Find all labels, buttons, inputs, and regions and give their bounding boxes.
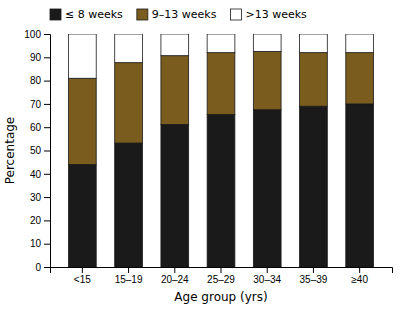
x-tick-label: ≥40 [351,274,368,285]
bar [253,51,281,109]
y-tick-label: 60 [30,122,42,133]
x-tick-label: 25–29 [207,274,235,285]
bar [161,124,189,267]
y-tick: 50 [30,145,50,156]
legend-swatch [230,9,241,20]
bar [115,34,143,63]
y-tick-mark [44,174,50,175]
y-tick-mark [44,57,50,58]
bar [161,34,189,56]
legend-label: >13 weeks [245,8,307,21]
bars [68,34,373,267]
bar [68,164,96,267]
plot: <15 15–19 20–24 25–29 30–34 35–39 ≥40 0 10 20 30 40… [24,29,392,285]
x-tick-mark [267,267,268,273]
y-axis: 0 10 20 30 40 50 60 70 80 90 100 [24,29,50,273]
x-tick: 25–29 [207,267,235,285]
legend-item: 9–13 weeks [137,8,217,21]
bar [207,53,235,115]
y-tick-mark [44,151,50,152]
y-tick-label: 20 [30,215,42,226]
x-axis: <15 15–19 20–24 25–29 30–34 35–39 ≥40 [51,267,393,285]
y-tick-mark [44,267,50,268]
bar [68,78,96,164]
y-tick-label: 50 [30,145,42,156]
bar [115,63,143,143]
legend: ≤ 8 weeks 9–13 weeks >13 weeks [50,8,307,21]
x-tick-label: <15 [74,274,91,285]
x-tick: ≥40 [351,267,368,285]
legend-swatch [137,9,148,20]
x-tick: <15 [74,267,91,285]
bar [346,53,374,104]
y-tick: 70 [30,99,50,110]
bar-series [68,51,373,164]
x-tick-mark [128,267,129,273]
y-tick-mark [44,127,50,128]
x-tick: 15–19 [115,267,143,285]
x-tick-label: 15–19 [115,274,143,285]
bar [300,106,328,267]
x-tick-label: 30–34 [253,274,281,285]
y-axis-line [44,35,51,268]
y-axis-title: Percentage [3,117,17,185]
y-tick: 20 [30,215,50,226]
legend-label: 9–13 weeks [152,8,217,21]
y-tick: 100 [24,29,50,40]
x-tick-label: 35–39 [300,274,328,285]
x-tick-mark [174,267,175,273]
y-tick-label: 90 [30,52,42,63]
legend-swatch [50,9,61,20]
y-tick-label: 100 [24,29,41,40]
bar [346,34,374,53]
x-tick: 35–39 [300,267,328,285]
y-tick-mark [44,81,50,82]
legend-label: ≤ 8 weeks [65,8,123,21]
legend-item: ≤ 8 weeks [50,8,123,21]
bar [115,143,143,267]
y-tick-mark [44,34,50,35]
legend-item: >13 weeks [230,8,307,21]
x-tick: 30–34 [253,267,281,285]
y-tick-label: 30 [30,192,42,203]
y-tick-mark [44,104,50,105]
x-axis-line [51,268,393,274]
y-tick-mark [44,220,50,221]
bar [253,110,281,267]
x-tick-label: 20–24 [161,274,189,285]
y-tick-label: 10 [30,238,42,249]
y-tick-mark [44,244,50,245]
y-tick-mark [44,197,50,198]
y-tick: 60 [30,122,50,133]
bar [207,34,235,53]
chart: <15 15–19 20–24 25–29 30–34 35–39 ≥40 0 10 20 30 40… [0,0,404,309]
y-tick: 40 [30,169,50,180]
bar [207,114,235,267]
x-tick: 20–24 [161,267,189,285]
y-tick-label: 0 [35,262,41,273]
bar [161,56,189,125]
y-tick-label: 40 [30,169,42,180]
x-tick-mark [359,267,360,273]
y-tick: 0 [35,262,50,273]
y-tick: 30 [30,192,50,203]
x-tick-mark [313,267,314,273]
y-tick: 10 [30,238,50,249]
bar [253,34,281,51]
bar [300,53,328,107]
y-tick-label: 80 [30,75,42,86]
x-tick-mark [221,267,222,273]
y-tick: 90 [30,52,50,63]
x-tick-mark [82,267,83,273]
x-axis-title: Age group (yrs) [174,290,267,304]
y-tick: 80 [30,75,50,86]
bar-series [68,104,373,267]
y-tick-label: 70 [30,99,42,110]
bar [68,34,96,78]
bar-series [68,34,373,78]
bar [346,104,374,267]
bar [300,34,328,53]
